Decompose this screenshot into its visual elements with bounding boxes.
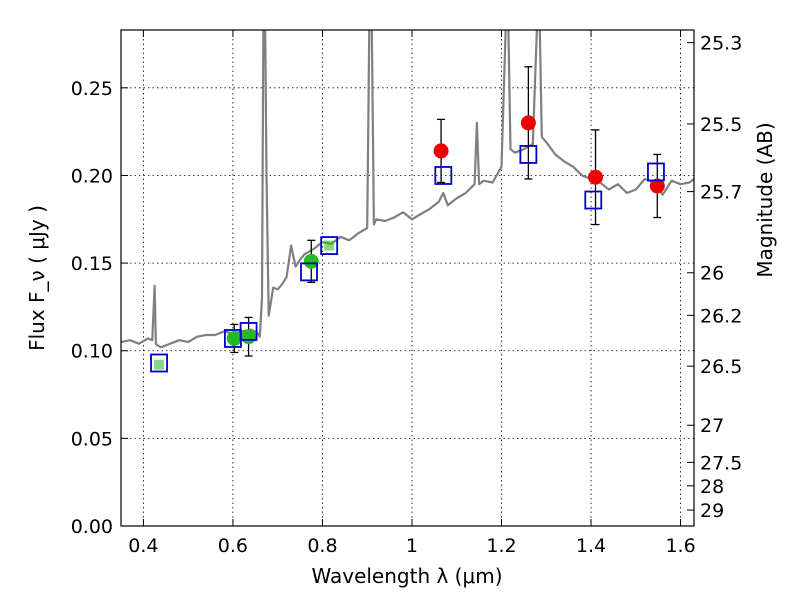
right-tick-label: 27 xyxy=(700,415,724,437)
right-tick-label: 25.3 xyxy=(700,33,742,55)
y-tick-label: 0.10 xyxy=(71,341,113,363)
observed-point xyxy=(520,115,536,131)
x-tick-label: 0.4 xyxy=(128,535,158,557)
y-tick-label: 0.00 xyxy=(71,516,113,538)
right-tick-label: 27.5 xyxy=(700,452,742,474)
y-axis-label: Flux F_ν ( μJy ) xyxy=(25,205,49,351)
ticks xyxy=(121,30,694,527)
y-tick-label: 0.25 xyxy=(71,78,113,100)
model-point xyxy=(519,145,538,164)
y-tick-label: 0.05 xyxy=(71,428,113,450)
observed-point xyxy=(324,240,335,251)
observed-point xyxy=(154,359,165,370)
marker-layer xyxy=(150,66,665,373)
model-point xyxy=(300,262,318,282)
x-tick-label: 0.8 xyxy=(307,535,337,557)
x-tick-label: 1.2 xyxy=(486,535,516,557)
model-point xyxy=(584,190,603,210)
plot-frame xyxy=(120,29,695,527)
observed-point xyxy=(303,253,319,269)
y-tick-label: 0.20 xyxy=(71,165,113,187)
right-tick-label: 25.7 xyxy=(700,182,742,204)
model-point xyxy=(320,236,339,255)
right-tick-label: 28 xyxy=(700,476,724,498)
model-point xyxy=(647,162,665,182)
right-axis-label: Magnitude (AB) xyxy=(753,122,777,277)
x-tick-label: 1.4 xyxy=(576,535,606,557)
spectrum-line xyxy=(121,30,694,349)
observed-point xyxy=(226,330,242,346)
spectrum-layer xyxy=(121,30,694,349)
observed-point xyxy=(241,329,257,345)
model-point xyxy=(239,322,258,341)
right-tick-label: 26.2 xyxy=(700,305,742,327)
right-tick-label: 25.5 xyxy=(700,114,742,136)
x-tick-label: 1.6 xyxy=(665,535,695,557)
model-point xyxy=(434,166,453,185)
x-axis-label: Wavelength λ (μm) xyxy=(311,564,502,588)
right-tick-label: 26 xyxy=(700,263,724,285)
grid xyxy=(121,30,694,527)
x-tick-label: 0.6 xyxy=(218,535,248,557)
observed-point xyxy=(588,169,604,185)
observed-point xyxy=(433,143,449,159)
observed-point xyxy=(649,178,665,194)
right-tick-label: 29 xyxy=(700,500,724,522)
x-tick-label: 1 xyxy=(406,535,418,557)
tick-labels: 0.4 0.6 0.8 1 1.2 1.4 1.6 0.00 0.05 0.10 0.15 0.20 0… xyxy=(71,33,743,557)
right-tick-label: 26.5 xyxy=(700,356,742,378)
y-tick-label: 0.15 xyxy=(71,253,113,275)
model-point xyxy=(150,353,168,373)
